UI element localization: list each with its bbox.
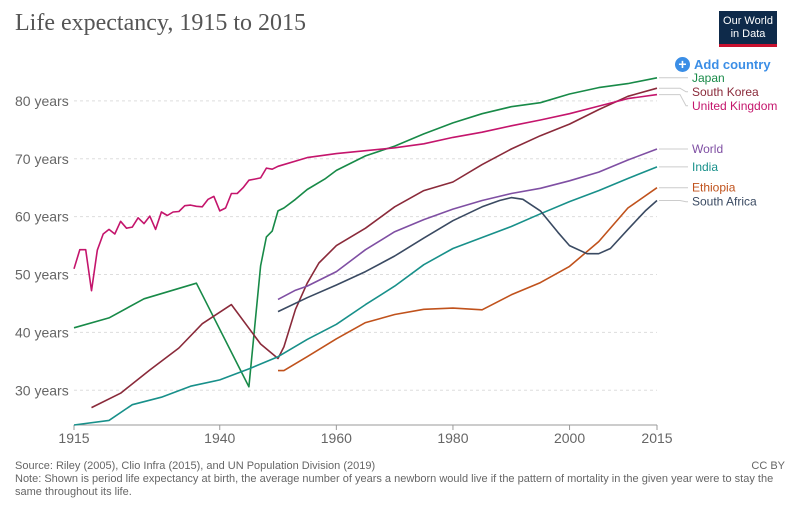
x-tick-label: 1915 bbox=[58, 430, 89, 446]
series-line-south-korea[interactable] bbox=[91, 87, 658, 409]
x-tick-label: 1940 bbox=[204, 430, 235, 446]
logo-line-2: in Data bbox=[730, 28, 766, 40]
line-chart[interactable]: 30 years 40 years 50 years 60 years 70 years… bbox=[0, 0, 794, 460]
legend-connector bbox=[659, 199, 688, 203]
series-line-united-kingdom[interactable] bbox=[73, 93, 658, 292]
add-country-button[interactable]: + Add country bbox=[675, 55, 771, 73]
owid-logo[interactable]: Our World in Data bbox=[719, 11, 777, 47]
legend-label-south-korea[interactable]: South Korea bbox=[692, 85, 759, 99]
y-tick-label: 70 years bbox=[15, 151, 69, 167]
logo-line-1: Our World bbox=[723, 15, 773, 27]
legend-connector bbox=[659, 94, 688, 107]
series-line-world[interactable] bbox=[277, 148, 658, 301]
legend-label-united-kingdom[interactable]: United Kingdom bbox=[692, 99, 777, 113]
legend-label-world[interactable]: World bbox=[692, 142, 723, 156]
x-tick-label: 2000 bbox=[554, 430, 585, 446]
plus-circle-icon: + bbox=[675, 56, 690, 72]
y-tick-label: 60 years bbox=[15, 209, 69, 225]
chart-title: Life expectancy, 1915 to 2015 bbox=[15, 10, 307, 36]
x-tick-label: 2015 bbox=[641, 430, 672, 446]
y-tick-label: 30 years bbox=[15, 382, 69, 398]
chart-footer: Source: Riley (2005), Clio Infra (2015),… bbox=[15, 460, 785, 499]
x-tick-label: 1980 bbox=[437, 430, 468, 446]
series-lines bbox=[73, 77, 658, 426]
note-text: Note: Shown is period life expectancy at… bbox=[15, 473, 774, 498]
series-line-india[interactable] bbox=[73, 166, 658, 426]
legend-label-south-africa[interactable]: South Africa bbox=[692, 195, 757, 209]
legend-label-ethiopia[interactable]: Ethiopia bbox=[692, 181, 736, 195]
x-axis bbox=[73, 424, 658, 430]
legend-connector bbox=[659, 87, 688, 93]
add-country-label: Add country bbox=[694, 56, 771, 72]
y-tick-label: 40 years bbox=[15, 324, 69, 340]
series-line-japan[interactable] bbox=[73, 77, 658, 388]
source-text: Source: Riley (2005), Clio Infra (2015),… bbox=[15, 460, 376, 472]
license-link[interactable]: CC BY bbox=[751, 460, 785, 472]
y-axis-tick-labels: 30 years 40 years 50 years 60 years 70 years… bbox=[15, 93, 69, 398]
series-line-south-africa[interactable] bbox=[277, 196, 658, 313]
grid-lines bbox=[74, 100, 657, 391]
series-line-ethiopia[interactable] bbox=[278, 187, 658, 372]
y-tick-label: 50 years bbox=[15, 267, 69, 283]
legend-label-india[interactable]: India bbox=[692, 160, 718, 174]
x-tick-label: 1960 bbox=[321, 430, 352, 446]
legend-label-japan[interactable]: Japan bbox=[692, 71, 725, 85]
x-axis-tick-labels: 1915 1940 1960 1980 2000 2015 bbox=[58, 430, 672, 446]
y-tick-label: 80 years bbox=[15, 93, 69, 109]
